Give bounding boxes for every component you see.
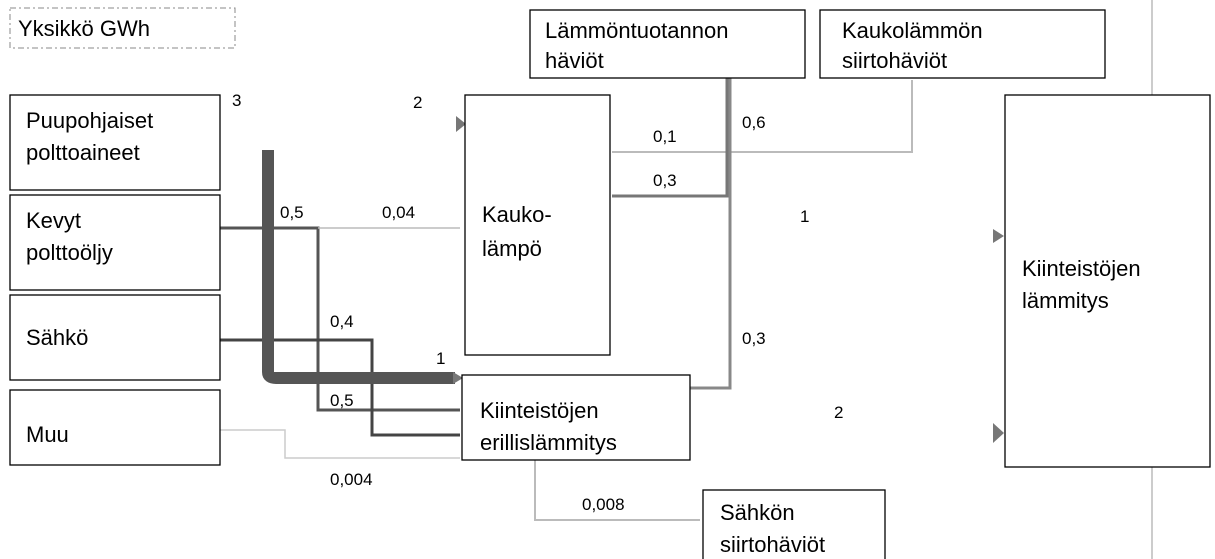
unit-box [9,7,236,49]
node-label: Lämmöntuotannon [545,18,728,43]
node-label: Sähkö [26,325,88,350]
flow-label: 2 [834,403,843,422]
arrow [993,423,1004,443]
node-box [1004,94,1211,468]
flow-label: 0,3 [653,171,677,190]
flows [220,78,1004,521]
node-box [9,294,221,381]
node-label: erillislämmitys [480,430,617,455]
flow-label: 1 [800,207,809,226]
node-label: Kiinteistöjen [1022,256,1141,281]
flow [612,78,729,198]
node-box [529,9,806,79]
node-label: Puupohjaiset [26,108,153,133]
node-box [819,9,1106,79]
flow [220,338,460,437]
flow-label: 0,4 [330,312,354,331]
flow-label: 0,008 [582,495,625,514]
node-label: Kauko- [482,202,552,227]
node-box [461,374,691,461]
flow-label: 0,5 [330,391,354,410]
flow-label: 0,6 [742,113,766,132]
node-box [702,489,886,559]
flow-label: 2 [413,93,422,112]
node-label: Kiinteistöjen [480,398,599,423]
node-label: polttoöljy [26,240,113,265]
node-label: siirtohäviöt [720,532,825,557]
flow [220,429,460,459]
flow [612,80,913,153]
node-label: häviöt [545,48,604,73]
node-box [464,94,611,356]
node-label: Kevyt [26,208,81,233]
arrow [453,372,463,384]
node-label: lämpö [482,236,542,261]
node-label: Muu [26,422,69,447]
node-label: lämmitys [1022,288,1109,313]
flow-label: 0,3 [742,329,766,348]
unit-label: Yksikkö GWh [18,16,150,41]
flow-label: 0,04 [382,203,415,222]
flow-label: 0,5 [280,203,304,222]
flow-label: 0,004 [330,470,373,489]
flow [262,150,455,384]
flow-label: 0,1 [653,127,677,146]
arrow [456,116,466,132]
flow-label: 1 [436,349,445,368]
arrow [993,229,1004,243]
node-box [9,94,221,191]
flow-label: 3 [232,91,241,110]
node-box [9,194,221,291]
node-box [9,389,221,466]
node-label: Sähkön [720,500,795,525]
flow [690,78,732,390]
node-label: Kaukolämmön [842,18,983,43]
flow [534,460,700,521]
node-label: siirtohäviöt [842,48,947,73]
node-label: polttoaineet [26,140,140,165]
